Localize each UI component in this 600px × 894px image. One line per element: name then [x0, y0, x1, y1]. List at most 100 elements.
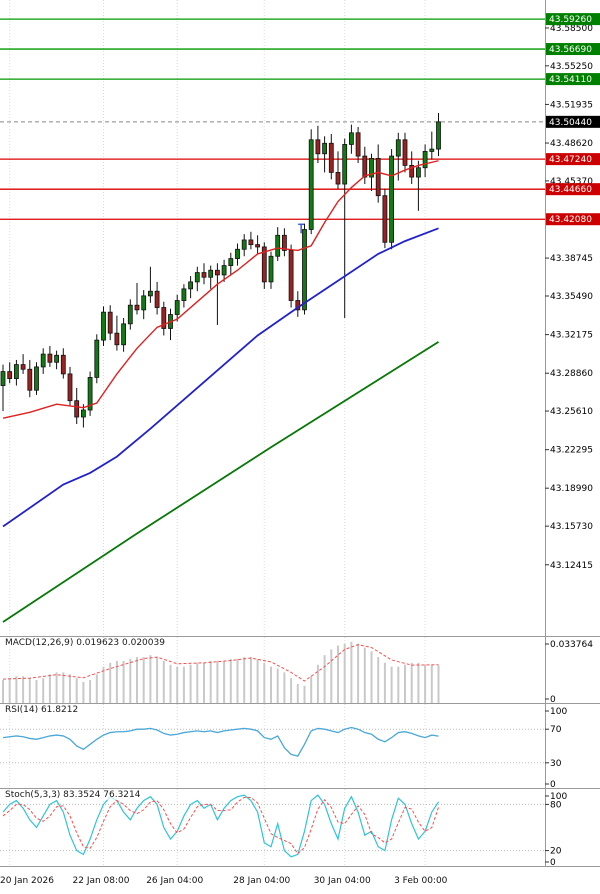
candle-body[interactable]	[322, 142, 328, 155]
macd-histogram-bar	[28, 678, 31, 703]
candle-body[interactable]	[409, 165, 415, 178]
macd-histogram-bar	[229, 659, 232, 703]
rsi-panel[interactable]: RSI(14) 61.8212 100 70 30 0	[0, 704, 600, 788]
macd-histogram-bar	[249, 657, 252, 703]
candle-body[interactable]	[181, 288, 187, 301]
candle-body[interactable]	[134, 304, 140, 311]
price-level-label-bg	[546, 115, 600, 128]
candle-body[interactable]	[47, 353, 53, 363]
candle-body[interactable]	[395, 139, 401, 157]
candle-body[interactable]	[288, 250, 294, 301]
candle-body[interactable]	[67, 373, 73, 402]
candle-body[interactable]	[13, 364, 19, 379]
candle-body[interactable]	[34, 366, 39, 391]
price-level-label: 43.54110	[549, 75, 592, 85]
candle-body[interactable]	[214, 269, 220, 276]
axis-tick-label: 70	[550, 725, 562, 735]
candle-body[interactable]	[369, 158, 374, 178]
macd-histogram-bar	[437, 665, 440, 703]
candle-body[interactable]	[121, 323, 126, 346]
time-axis: 20 Jan 2026 22 Jan 08:00 26 Jan 04:00 28 Ja…	[0, 867, 600, 894]
candle-body[interactable]	[107, 311, 113, 334]
macd-histogram-bar	[310, 676, 313, 703]
candle-body[interactable]	[81, 409, 86, 418]
candle-body[interactable]	[127, 304, 133, 325]
candle-body[interactable]	[40, 353, 46, 368]
axis-tick-label: 20	[550, 847, 562, 857]
candle-body[interactable]	[248, 239, 254, 246]
candle-body[interactable]	[275, 234, 281, 257]
panel-divider[interactable]	[0, 636, 600, 637]
panel-divider[interactable]	[0, 788, 600, 789]
candle-body[interactable]	[101, 311, 106, 341]
stoch-header: Stoch(5,3,3) 83.3524 76.3214	[3, 790, 143, 800]
stoch-panel[interactable]: Stoch(5,3,3) 83.3524 76.3214 100 80 20 0	[0, 789, 600, 866]
candle-body[interactable]	[281, 234, 287, 251]
candle-body[interactable]	[201, 272, 207, 278]
candle-body[interactable]	[402, 139, 408, 166]
macd-panel[interactable]: MACD(12,26,9) 0.019623 0.020039 0.033764…	[0, 637, 600, 703]
candle-body[interactable]	[241, 239, 247, 250]
candle-body[interactable]	[436, 121, 441, 150]
candle-body[interactable]	[268, 255, 274, 283]
candle-body[interactable]	[315, 139, 321, 155]
macd-histogram-bar	[430, 664, 433, 703]
candle-body[interactable]	[422, 151, 428, 169]
axis-tick-label: 43.48620	[550, 139, 593, 149]
candle-body[interactable]	[27, 368, 33, 391]
candle-body[interactable]	[114, 332, 120, 346]
candle-body[interactable]	[335, 171, 341, 185]
candle-body[interactable]	[87, 377, 93, 411]
candle-body[interactable]	[235, 248, 240, 259]
macd-histogram-bar	[129, 659, 132, 703]
candle-body[interactable]	[328, 142, 334, 173]
macd-histogram-bar	[22, 676, 25, 703]
candle-body[interactable]	[375, 158, 381, 197]
candle-body[interactable]	[389, 155, 395, 243]
candle-body[interactable]	[255, 244, 261, 248]
candle-body[interactable]	[355, 132, 361, 157]
candle-body[interactable]	[141, 295, 147, 311]
candle-body[interactable]	[54, 354, 59, 363]
candle-body[interactable]	[20, 364, 26, 370]
price-chart-panel[interactable]: 43.58500 43.55250 43.51935 43.48620 43.45370…	[0, 0, 600, 636]
candle-body[interactable]	[74, 400, 80, 418]
panel-divider[interactable]	[0, 703, 600, 704]
macd-histogram-bar	[343, 643, 346, 703]
macd-histogram-bar	[95, 674, 98, 703]
macd-histogram-bar	[102, 666, 105, 703]
candle-body[interactable]	[0, 371, 6, 386]
panel-divider[interactable]	[0, 866, 600, 867]
candle-body[interactable]	[362, 155, 368, 178]
axis-tick-label: 43.15730	[550, 522, 593, 532]
candle-body[interactable]	[7, 371, 13, 379]
candle-body[interactable]	[429, 148, 435, 152]
candle-body[interactable]	[382, 195, 388, 243]
candle-body[interactable]	[147, 290, 153, 297]
candle-body[interactable]	[194, 272, 200, 283]
candle-body[interactable]	[60, 354, 66, 375]
macd-histogram-bar	[48, 674, 51, 703]
macd-histogram-bar	[236, 659, 239, 703]
candle-body[interactable]	[94, 339, 100, 378]
candle-body[interactable]	[161, 307, 167, 329]
ma-slow-line	[2, 341, 439, 623]
axis-tick-label: 43.28860	[550, 369, 593, 379]
candle-body[interactable]	[221, 265, 227, 276]
candle-body[interactable]	[228, 258, 234, 266]
price-chart-canvas[interactable]: 43.58500 43.55250 43.51935 43.48620 43.45370…	[0, 0, 600, 636]
candle-body[interactable]	[188, 281, 194, 290]
candle-body[interactable]	[208, 269, 214, 278]
candle-body[interactable]	[308, 139, 314, 230]
candle-body[interactable]	[348, 132, 354, 145]
macd-histogram-bar	[169, 664, 172, 703]
candle-body[interactable]	[302, 229, 307, 311]
candle-body[interactable]	[342, 144, 348, 185]
rsi-canvas[interactable]: 100 70 30 0	[0, 704, 600, 788]
candle-body[interactable]	[415, 167, 421, 178]
candle-body[interactable]	[154, 290, 160, 308]
candle-body[interactable]	[174, 300, 180, 315]
macd-canvas[interactable]: 0.033764 0	[0, 637, 600, 703]
candle-body[interactable]	[261, 246, 267, 283]
